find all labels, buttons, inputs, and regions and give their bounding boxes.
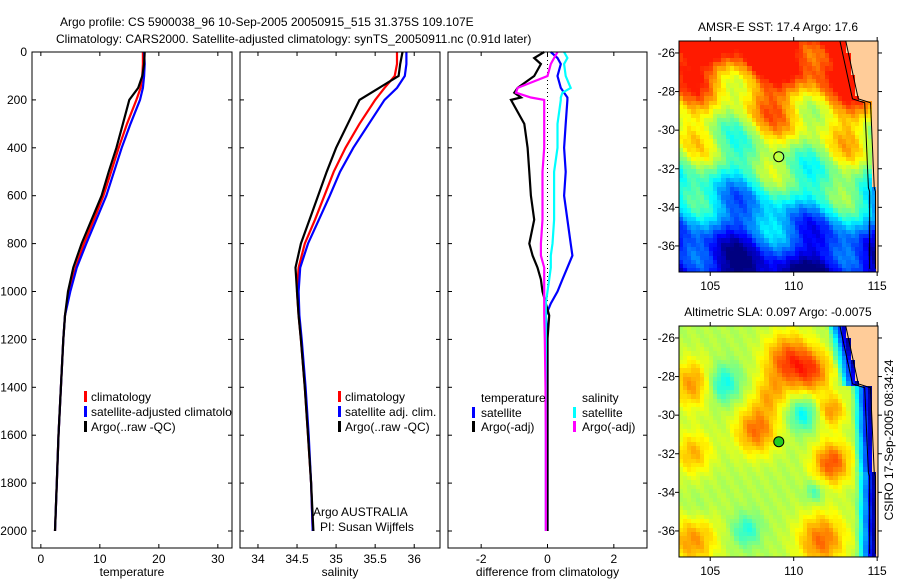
sst-map-image <box>679 41 878 272</box>
x-tick-label: 34 <box>251 552 265 566</box>
salinity-legend: climatology satellite adj. clim. Argo(..… <box>313 390 436 534</box>
x-axis-label: salinity <box>322 565 359 579</box>
difference-legend: temperature satellite Argo(-adj) salinit… <box>472 391 635 434</box>
sla-map-axes: Altimetric SLA: 0.097 Argo: -0.0075 105 1… <box>658 305 887 578</box>
y-tick-label: 400 <box>7 141 27 155</box>
x-axis-label: temperature <box>100 565 165 579</box>
sst-map-title: AMSR-E SST: 17.4 Argo: 17.6 <box>698 20 858 34</box>
legend-group-title: temperature <box>481 391 546 405</box>
legend-swatch-argo <box>84 421 87 432</box>
y-tick-label: 1200 <box>0 332 27 346</box>
plot-frame <box>239 51 441 549</box>
y-tick-label: 0 <box>20 45 27 59</box>
lat-tick-label: -32 <box>658 447 676 461</box>
x-tick-label: 0 <box>544 552 551 566</box>
lon-tick-label: 115 <box>868 564 887 578</box>
series-line-salinity-argo-adj- <box>514 51 559 531</box>
x-tick-label: 20 <box>152 552 166 566</box>
legend-swatch-climatology <box>84 391 87 402</box>
y-tick-label: 1800 <box>0 476 27 490</box>
legend-swatch-climatology <box>338 391 341 402</box>
temperature-panel: 0 200 400 600 800 1000 1200 1400 1600 1800 2000 0 10… <box>0 45 233 579</box>
coastline <box>845 325 876 554</box>
y-tick-label: 1000 <box>0 285 27 299</box>
legend-swatch-satellite <box>84 406 87 417</box>
legend-label: satellite adj. clim. <box>345 405 436 419</box>
x-axis-label: difference from climatology <box>476 565 619 579</box>
legend-label: satellite-adjusted climatology <box>91 405 244 419</box>
sla-map-title: Altimetric SLA: 0.097 Argo: -0.0075 <box>684 305 872 319</box>
argo-float-marker <box>773 436 785 448</box>
series-line-satellite-adj-clim- <box>297 52 408 532</box>
map-frame <box>678 325 879 558</box>
legend-label: satellite <box>481 406 522 420</box>
y-tick-label: 2000 <box>0 524 27 538</box>
legend-label: Argo(..raw -QC) <box>345 420 430 434</box>
lat-tick-label: -36 <box>658 524 676 538</box>
coastline <box>845 40 876 269</box>
lat-tick-label: -28 <box>658 85 676 99</box>
y-tick-label: 800 <box>7 237 27 251</box>
annotation-pi: PI: Susan Wijffels <box>320 520 414 534</box>
lat-tick-label: -36 <box>658 239 676 253</box>
legend-swatch-sal-argo <box>573 421 576 432</box>
map-frame <box>678 40 879 273</box>
lon-tick-label: 105 <box>700 279 720 293</box>
legend-label: satellite <box>582 406 623 420</box>
legend-swatch-temp-satellite <box>472 407 475 418</box>
legend-label: climatology <box>345 390 405 404</box>
argo-float-marker <box>773 151 785 163</box>
lat-tick-label: -30 <box>658 123 676 137</box>
lon-tick-label: 110 <box>784 564 803 578</box>
series-line-temperature-satellite <box>544 51 574 531</box>
temperature-legend: climatology satellite-adjusted climatolo… <box>84 390 244 434</box>
y-tick-label: 600 <box>7 189 27 203</box>
legend-swatch-sal-satellite <box>573 407 576 418</box>
annotation-argo-australia: Argo AUSTRALIA <box>313 505 408 519</box>
series-line-argo-raw-qc- <box>294 51 404 532</box>
y-tick-label: 200 <box>7 93 27 107</box>
csiro-timestamp: CSIRO 17-Sep-2005 08:34:24 <box>882 359 896 520</box>
y-tick-label: 1600 <box>0 428 27 442</box>
series-line-argo-raw-qc- <box>53 51 146 532</box>
x-tick-label: 30 <box>211 552 225 566</box>
coastline-contour <box>839 40 871 269</box>
coastline-contour <box>839 325 871 554</box>
lon-tick-label: 105 <box>700 564 720 578</box>
lat-tick-label: -32 <box>658 162 676 176</box>
x-tick-label: 35.5 <box>363 552 387 566</box>
x-tick-label: 10 <box>93 552 107 566</box>
x-tick-label: 34.5 <box>285 552 309 566</box>
legend-label: Argo(-adj) <box>582 420 635 434</box>
lat-tick-label: -28 <box>658 370 676 384</box>
salinity-panel: 34 34.5 35 35.5 36 salinity <box>239 51 441 579</box>
legend-label: climatology <box>91 390 151 404</box>
x-tick-label: -2 <box>476 552 487 566</box>
title-line-1: Argo profile: CS 5900038_96 10-Sep-2005 … <box>60 15 474 29</box>
legend-swatch-argo <box>338 421 341 432</box>
sst-map-axes: AMSR-E SST: 17.4 Argo: 17.6 105 110 115 -26… <box>658 20 887 293</box>
legend-swatch-satellite <box>338 406 341 417</box>
title-line-2: Climatology: CARS2000. Satellite-adjuste… <box>56 32 531 46</box>
legend-label: Argo(-adj) <box>481 420 534 434</box>
legend-group-title: salinity <box>582 391 619 405</box>
lat-tick-label: -34 <box>658 200 676 214</box>
lat-tick-label: -26 <box>658 46 676 60</box>
x-tick-label: 0 <box>38 552 45 566</box>
lat-tick-label: -30 <box>658 408 676 422</box>
x-tick-label: 35 <box>329 552 343 566</box>
y-tick-label: 1400 <box>0 380 27 394</box>
x-tick-label: 2 <box>610 552 617 566</box>
lon-tick-label: 110 <box>784 279 803 293</box>
lat-tick-label: -26 <box>658 331 676 345</box>
lat-tick-label: -34 <box>658 485 676 499</box>
legend-swatch-temp-argo <box>472 421 475 432</box>
lon-tick-label: 115 <box>868 279 887 293</box>
x-tick-label: 36 <box>408 552 422 566</box>
plot-frame <box>31 51 233 549</box>
legend-label: Argo(..raw -QC) <box>91 420 176 434</box>
